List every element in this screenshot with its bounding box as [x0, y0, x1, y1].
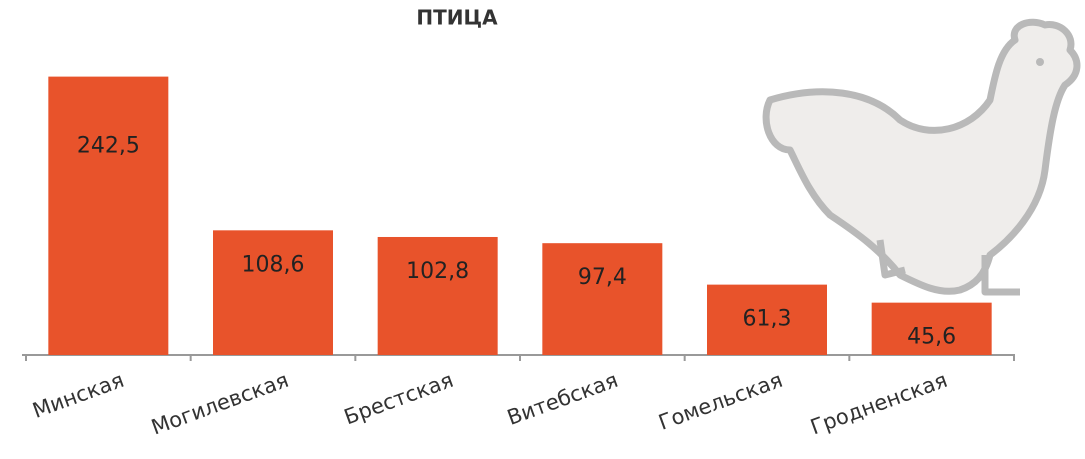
chart-title: ПТИЦА	[416, 6, 498, 30]
bar	[542, 243, 663, 355]
x-tick-label: Гродненская	[807, 368, 950, 440]
bar	[707, 284, 827, 355]
bar	[871, 302, 992, 355]
x-tick-label: Минская	[29, 368, 127, 423]
x-tick-label: Гомельская	[655, 368, 785, 435]
value-label: 102,8	[406, 259, 469, 284]
bar	[377, 236, 498, 355]
bar	[48, 76, 169, 356]
x-tick-label: Витебская	[504, 368, 621, 430]
value-label: 61,3	[743, 307, 792, 332]
chicken-illustration	[762, 18, 1081, 296]
value-label: 97,4	[578, 265, 627, 290]
x-tick-label: Могилевская	[148, 368, 292, 440]
bar	[213, 230, 333, 355]
x-tick-label: Брестская	[341, 368, 456, 430]
value-label: 108,6	[242, 252, 305, 277]
value-label: 242,5	[77, 134, 140, 159]
value-label: 45,6	[907, 325, 956, 350]
